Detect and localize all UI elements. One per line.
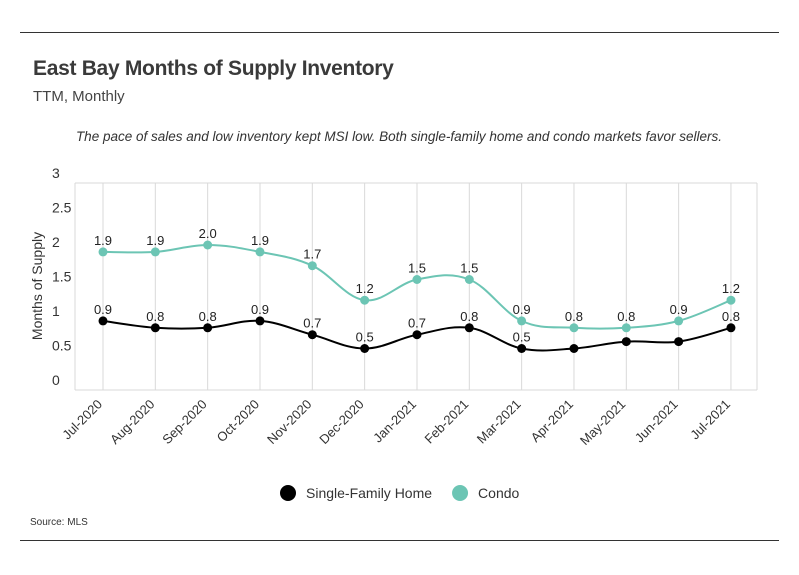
x-tick-label: May-2021 — [577, 397, 628, 448]
x-tick-label: Nov-2020 — [264, 397, 314, 447]
single-family-home-point — [360, 344, 370, 353]
x-tick-label: Jan-2021 — [370, 397, 419, 446]
condo-data-label: 1.2 — [722, 281, 740, 296]
x-tick-label: Jun-2021 — [632, 397, 681, 446]
y-axis-ticks: 0 0.5 1 1.5 2 2.5 3 — [52, 165, 72, 388]
single-family-home-point — [412, 330, 422, 340]
y-tick-label: 3 — [52, 165, 60, 181]
x-tick-label: Dec-2020 — [316, 397, 366, 447]
condo-point — [464, 275, 474, 284]
top-rule — [20, 32, 779, 33]
legend-label-single-family-home: Single-Family Home — [306, 485, 432, 501]
x-tick-label: Mar-2021 — [474, 397, 524, 447]
single-family-home-data-label: 0.8 — [146, 309, 164, 324]
condo-data-label: 1.5 — [408, 261, 426, 276]
x-tick-label: Sep-2020 — [159, 397, 209, 447]
single-family-home-point — [674, 337, 684, 347]
series-group: 0.9 0.8 0.8 0.90.70.50.7 0.80.50.81.9 1.9 2.0 1… — [94, 226, 740, 353]
condo-data-label: 0.8 — [565, 309, 583, 324]
x-tick-label: Jul-2021 — [687, 397, 733, 443]
condo-data-label: 1.9 — [146, 233, 164, 248]
condo-point — [517, 316, 527, 326]
single-family-home-point — [517, 344, 527, 353]
single-family-home-point — [255, 316, 265, 326]
condo-data-label: 0.9 — [670, 302, 688, 317]
single-family-home-point — [726, 323, 736, 333]
x-tick-label: Jul-2020 — [59, 397, 105, 443]
condo-data-label: 1.9 — [94, 233, 112, 248]
x-tick-label: Apr-2021 — [528, 397, 576, 445]
y-axis-label: Months of Supply — [29, 232, 45, 340]
chart-annotation: The pace of sales and low inventory kept… — [75, 129, 722, 144]
x-tick-label: Feb-2021 — [421, 397, 471, 447]
condo-point — [360, 295, 370, 305]
single-family-home-point — [150, 323, 160, 333]
series-single-family-home: 0.9 0.8 0.8 0.9 0.7 0.5 0.7 0.8 0.5 0.8 — [94, 302, 740, 353]
condo-data-label: 1.5 — [460, 261, 478, 276]
single-family-home-data-label: 0.8 — [460, 309, 478, 324]
single-family-home-data-label: 0.9 — [251, 302, 269, 317]
single-family-home-data-label: 0.7 — [303, 316, 321, 331]
series-condo: 1.9 1.9 2.0 1.9 1.7 1.2 1.5 1.5 0.9 0.8 0.8 0.9 1.2 — [94, 226, 740, 333]
condo-point — [255, 247, 265, 257]
single-family-home-data-label: 0.8 — [722, 309, 740, 324]
single-family-home-data-label: 0.5 — [513, 330, 531, 345]
y-tick-label: 0 — [52, 372, 60, 388]
single-family-home-point — [307, 330, 317, 340]
condo-data-label: 1.7 — [303, 247, 321, 262]
single-family-home-data-label: 0.7 — [408, 316, 426, 331]
single-family-home-point — [98, 316, 108, 326]
bottom-rule — [20, 540, 779, 541]
legend-label-condo: Condo — [478, 485, 519, 501]
legend-marker-condo — [452, 485, 469, 501]
condo-point — [569, 323, 579, 333]
chart-subtitle: TTM, Monthly — [33, 88, 125, 105]
y-tick-label: 1 — [52, 303, 60, 319]
legend-marker-single-family-home — [280, 485, 296, 501]
single-family-home-point — [203, 323, 213, 333]
single-family-home-point — [569, 344, 579, 353]
single-family-home-data-label: 0.8 — [199, 309, 217, 324]
condo-point — [412, 275, 422, 284]
x-axis-ticks: Jul-2020 Aug-2020 Sep-2020 Oct-2020 Nov-2020… — [59, 397, 733, 448]
single-family-home-data-label: 0.5 — [356, 330, 374, 345]
single-family-home-data-label: 0.9 — [94, 302, 112, 317]
grid — [74, 182, 758, 391]
legend: Single-Family Home Condo — [280, 485, 520, 501]
condo-point — [726, 295, 736, 305]
condo-data-label: 1.2 — [356, 281, 374, 296]
x-tick-label: Aug-2020 — [107, 397, 157, 447]
single-family-home-point — [464, 323, 474, 333]
condo-data-label: 2.0 — [199, 226, 217, 241]
condo-data-label: 0.8 — [617, 309, 635, 324]
y-tick-label: 0.5 — [52, 338, 72, 354]
single-family-home-point — [621, 337, 631, 347]
y-tick-label: 2 — [52, 234, 60, 250]
condo-data-label: 0.9 — [513, 302, 531, 317]
source-note: Source: MLS — [30, 517, 88, 528]
y-tick-label: 2.5 — [52, 200, 72, 216]
condo-point — [674, 316, 684, 326]
condo-point — [621, 323, 631, 333]
condo-point — [203, 240, 213, 250]
x-tick-label: Oct-2020 — [214, 397, 262, 445]
y-tick-label: 1.5 — [52, 269, 72, 285]
condo-point — [307, 261, 317, 271]
condo-data-label: 1.9 — [251, 233, 269, 248]
condo-point — [150, 247, 160, 257]
chart-title: East Bay Months of Supply Inventory — [33, 57, 394, 80]
condo-point — [98, 247, 108, 257]
